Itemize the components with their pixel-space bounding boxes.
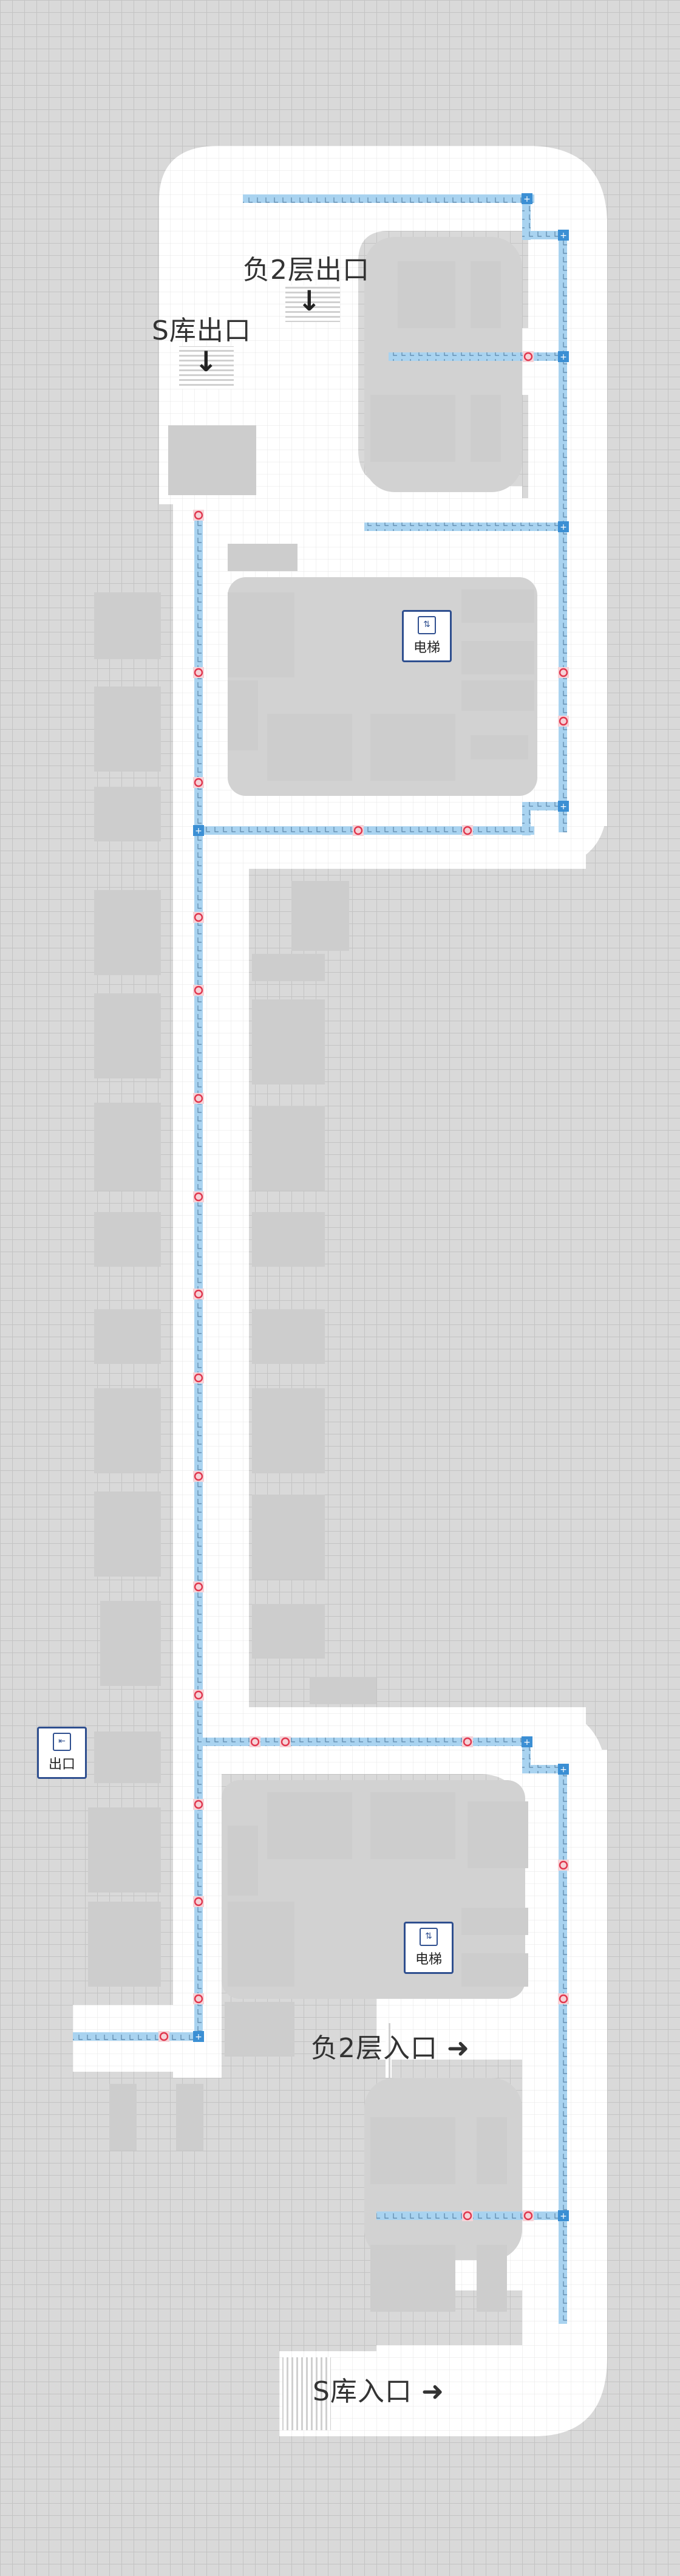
exit-door-icon: ⇤ [53, 1733, 71, 1751]
lane-exit [73, 2032, 200, 2041]
charger-icon [250, 1737, 260, 1747]
node-mark: + [560, 352, 567, 362]
s-exit-arrow-icon: ↓ [194, 345, 218, 378]
s-entry-label: S库入口 ➜ [313, 2376, 444, 2407]
charger-icon [463, 826, 472, 835]
charger-icon [194, 510, 203, 520]
b2-exit-label: 负2层出口 [243, 255, 370, 286]
lane-bottom-upper2 [522, 802, 565, 810]
lane-mid2 [364, 522, 565, 531]
parking-lanes [73, 194, 567, 2324]
charger-icon [194, 1192, 203, 1202]
node-mark: + [560, 802, 567, 812]
node-marker [558, 801, 569, 812]
exit-door-label: 出口 [48, 1757, 75, 1772]
b2-exit-arrow-icon: ↓ [298, 284, 321, 317]
lane-lower-h3 [522, 1765, 565, 1773]
node-marker [193, 825, 204, 836]
exit-door[interactable]: ⇤ 出口 [37, 1727, 87, 1779]
lane-bottom-upper3 [522, 802, 531, 835]
charger-icon [194, 1690, 203, 1700]
lane-bottom-upper [194, 826, 534, 835]
charger-icon [523, 2211, 533, 2221]
node-marker [558, 1764, 569, 1775]
charger-icon [194, 1800, 203, 1809]
node-marker [558, 521, 569, 532]
charger-icon [463, 2211, 472, 2221]
elevator-upper[interactable]: ⇅ 电梯 [402, 610, 452, 662]
charger-icon [194, 778, 203, 787]
node-marker [193, 2031, 204, 2042]
charger-icon [194, 1582, 203, 1592]
node-mark: + [560, 522, 567, 532]
b2-entry-label: 负2层入口 ➜ [311, 2033, 470, 2064]
charger-icon [194, 913, 203, 922]
node-marker [522, 193, 532, 204]
charger-icon [353, 826, 363, 835]
elevator-icon: ⇅ [420, 1928, 438, 1946]
node-mark: + [560, 1765, 567, 1775]
lane-right-vert [559, 237, 567, 832]
lane-mid1 [389, 352, 565, 361]
charger-icon [559, 668, 568, 677]
lane-lower-right [559, 1765, 567, 2324]
elevator-upper-label: 电梯 [413, 640, 440, 656]
charger-icon [194, 1897, 203, 1906]
node-mark: + [560, 2211, 567, 2221]
lane-left-vert [194, 510, 203, 2041]
node-marker [522, 1736, 532, 1747]
charger-icon [559, 1994, 568, 2004]
charger-icon [463, 1737, 472, 1747]
charger-icon [280, 1737, 290, 1747]
elevator-lower[interactable]: ⇅ 电梯 [404, 1922, 454, 1974]
elevator-icon: ⇅ [418, 616, 436, 634]
charger-icon [194, 1471, 203, 1481]
charger-icon [559, 716, 568, 726]
node-mark: + [523, 194, 531, 204]
nodes: + + + + + + + + + + [193, 193, 569, 2221]
node-mark: + [560, 231, 567, 241]
charger-icon [194, 668, 203, 677]
structures [88, 237, 537, 2312]
gates [179, 286, 392, 2430]
lane-top [243, 194, 534, 203]
s-exit-label: S库出口 [152, 315, 251, 346]
charger-icon [194, 1094, 203, 1103]
charger-icon [559, 1860, 568, 1870]
charger-icon [194, 1373, 203, 1383]
lane-top-right [522, 194, 531, 240]
s-entry-arrow-icon: ➜ [421, 2376, 444, 2407]
charger-icon [194, 985, 203, 995]
charger-icon [194, 1994, 203, 2004]
node-marker [558, 2210, 569, 2221]
lane-top-right2 [522, 231, 565, 239]
charger-icon [523, 352, 533, 361]
node-mark: + [523, 1738, 531, 1747]
b2-entry-arrow-icon: ➜ [447, 2033, 470, 2064]
node-mark: + [195, 826, 202, 836]
node-mark: + [195, 2032, 202, 2042]
elevator-lower-label: 电梯 [415, 1952, 442, 1967]
node-marker [558, 351, 569, 362]
charger-icon [159, 2032, 169, 2041]
chargers [158, 351, 569, 2221]
node-marker [558, 230, 569, 241]
charger-icon [194, 1289, 203, 1299]
